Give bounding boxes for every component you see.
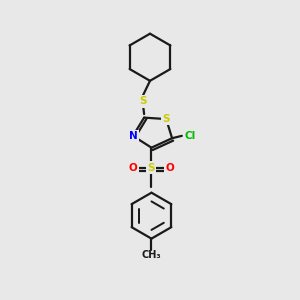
Text: CH₃: CH₃ [142,250,161,260]
Text: Cl: Cl [184,131,195,141]
Text: S: S [162,114,170,124]
Text: O: O [166,163,174,173]
Text: S: S [139,96,146,106]
Text: S: S [148,163,155,173]
Text: N: N [128,131,137,141]
Text: O: O [128,163,137,173]
